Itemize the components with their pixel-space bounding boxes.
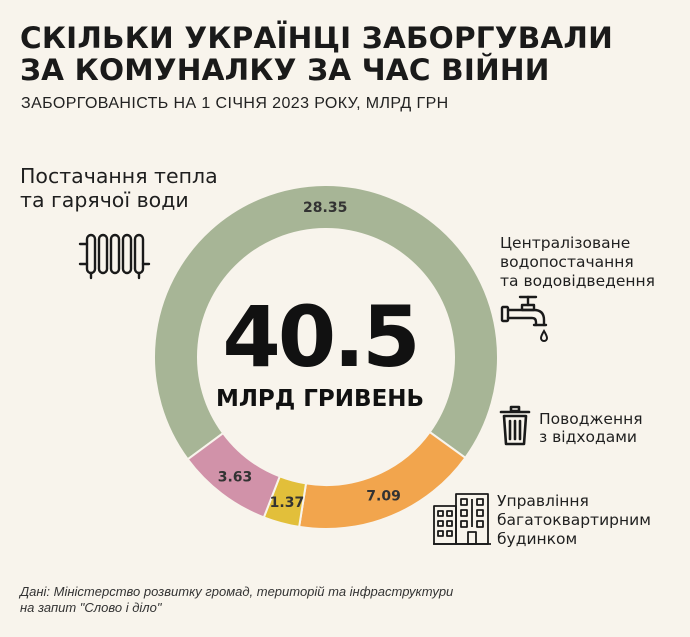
- slice-water-value-label: 7.09: [366, 489, 401, 505]
- legend-label-heat-line-2: та гарячої води: [20, 188, 189, 212]
- total-unit: МЛРД ГРИВЕНЬ: [215, 386, 425, 412]
- source-note: Дані: Міністерство розвитку громад, тери…: [20, 584, 453, 616]
- total-value: 40.5: [222, 288, 420, 386]
- legend-label-waste: Поводження з відходами: [539, 410, 643, 446]
- slice-waste-value-label: 1.37: [270, 495, 305, 511]
- legend-label-water-line-2: водопостачання: [500, 253, 634, 271]
- slice-heat: [153, 184, 499, 461]
- legend-label-house-line-2: багатоквартирним: [497, 511, 651, 529]
- legend-label-waste-line-1: Поводження: [539, 410, 643, 428]
- slice-house-value-label: 3.63: [218, 469, 253, 485]
- legend-label-heat-line-1: Постачання тепла: [20, 164, 218, 188]
- legend-label-water-line-1: Централізоване: [500, 234, 631, 252]
- radiator-icon: [78, 233, 151, 280]
- trash-can-icon: [499, 405, 531, 446]
- apartment-building-icon: [433, 493, 491, 545]
- chart-title-line-2: ЗА КОМУНАЛКУ ЗА ЧАС ВІЙНИ: [20, 53, 550, 87]
- source-note-line-1: Дані: Міністерство розвитку громад, тери…: [20, 584, 454, 599]
- legend-label-water-line-3: та водовідведення: [500, 272, 655, 290]
- legend-label-house: Управління багатоквартирним будинком: [497, 492, 651, 549]
- legend-label-house-line-1: Управління: [497, 492, 589, 510]
- slice-heat-value-label: 28.35: [303, 200, 347, 216]
- legend-label-water: Централізоване водопостачання та водовід…: [500, 234, 655, 291]
- chart-title-line-1: СКІЛЬКИ УКРАЇНЦІ ЗАБОРГУВАЛИ: [20, 21, 614, 55]
- legend-label-heat: Постачання тепла та гарячої води: [20, 164, 218, 212]
- legend-label-waste-line-2: з відходами: [539, 428, 637, 446]
- source-note-line-2: на запит "Слово і діло": [20, 600, 162, 615]
- chart-subtitle: ЗАБОРГОВАНІСТЬ НА 1 СІЧНЯ 2023 РОКУ, МЛР…: [21, 95, 449, 112]
- faucet-icon: [500, 295, 549, 342]
- chart-title: СКІЛЬКИ УКРАЇНЦІ ЗАБОРГУВАЛИ ЗА КОМУНАЛК…: [20, 22, 680, 86]
- slice-house: [186, 431, 282, 519]
- legend-label-house-line-3: будинком: [497, 530, 578, 548]
